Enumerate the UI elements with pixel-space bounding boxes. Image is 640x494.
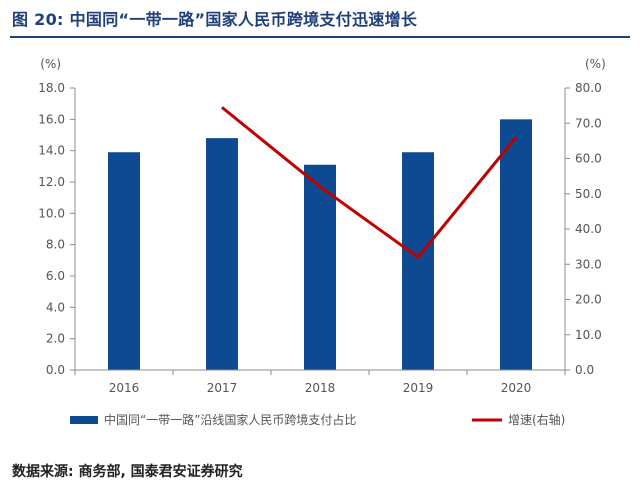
x-tick-label: 2018 — [305, 381, 336, 395]
chart-svg: 0.0 2.0 4.0 6.0 8.0 10.0 12.0 14.0 16.0 18.0 0.0 10… — [38, 57, 606, 427]
left-tick-label: 12.0 — [38, 175, 65, 189]
chart-container: 0.0 2.0 4.0 6.0 8.0 10.0 12.0 14.0 16.0 18.0 0.0 10… — [0, 40, 640, 440]
right-tick-label: 20.0 — [575, 293, 602, 307]
right-tick-label: 70.0 — [575, 116, 602, 130]
left-axis-unit: (%) — [40, 57, 61, 71]
bar-2019 — [402, 152, 434, 370]
right-tick-label: 40.0 — [575, 222, 602, 236]
left-tick-label: 6.0 — [46, 269, 65, 283]
left-tick-label: 10.0 — [38, 206, 65, 220]
right-axis-unit: (%) — [585, 57, 606, 71]
left-tick-label: 0.0 — [46, 363, 65, 377]
right-tick-label: 0.0 — [575, 363, 594, 377]
bar-2017 — [206, 138, 238, 370]
bar-2016 — [108, 152, 140, 370]
right-tick-label: 30.0 — [575, 257, 602, 271]
left-tick-label: 18.0 — [38, 81, 65, 95]
bar-2018 — [304, 164, 336, 370]
right-tick-label: 10.0 — [575, 328, 602, 342]
growth-line — [221, 106, 518, 260]
left-tick-label: 16.0 — [38, 112, 65, 126]
title-divider — [10, 36, 630, 38]
left-tick-label: 14.0 — [38, 144, 65, 158]
legend-label-line: 增速(右轴) — [508, 412, 565, 427]
x-tick-label: 2016 — [109, 381, 140, 395]
legend-label-bar: 中国同“一带一路”沿线国家人民币跨境支付占比 — [104, 412, 356, 427]
source-note: 数据来源: 商务部, 国泰君安证券研究 — [12, 464, 243, 480]
x-tick-label: 2017 — [207, 381, 238, 395]
left-tick-label: 4.0 — [46, 300, 65, 314]
right-tick-label: 60.0 — [575, 152, 602, 166]
left-tick-label: 8.0 — [46, 238, 65, 252]
left-tick-label: 2.0 — [46, 332, 65, 346]
x-tick-label: 2020 — [501, 381, 532, 395]
bar-2020 — [500, 119, 532, 370]
right-tick-label: 50.0 — [575, 187, 602, 201]
x-tick-label: 2019 — [403, 381, 434, 395]
legend-swatch-bar — [70, 416, 98, 424]
figure-title: 图 20: 中国同“一带一路”国家人民币跨境支付迅速增长 — [12, 10, 418, 29]
right-tick-label: 80.0 — [575, 81, 602, 95]
